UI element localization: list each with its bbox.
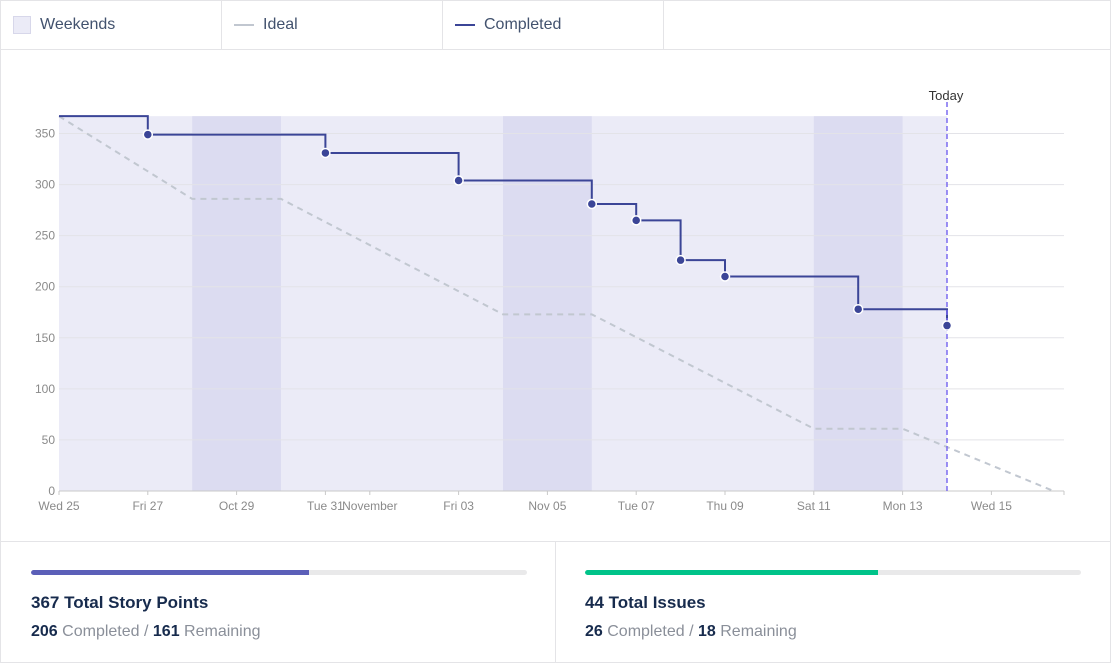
issues-progress-track [585,570,1081,575]
y-tick-label: 250 [35,229,55,243]
x-tick-label: Mon 13 [883,499,923,513]
completed-data-point [719,271,731,282]
y-tick-label: 0 [48,484,55,498]
legend-weekends[interactable]: Weekends [1,1,222,49]
story-points-remaining-label: Remaining [184,623,261,640]
story-points-card: 367 Total Story Points 206 Completed / 1… [1,542,555,663]
story-points-total: 367 Total Story Points [31,593,209,612]
completed-data-point [630,215,642,226]
completed-data-point [320,147,331,159]
x-tick-label: Thu 09 [706,499,744,513]
y-tick-label: 300 [35,178,55,192]
weekend-band [192,116,281,492]
burndown-chart-svg: 0 50 100 150 200 250 300 350 Wed 25 Fri 27 Oct 29 T… [35,88,1065,513]
x-tick-label: Fri 03 [443,499,474,513]
completed-data-point [586,198,598,210]
x-tick-label: Tue 07 [618,499,655,513]
issues-progress-fill [585,570,879,575]
story-points-completed-label: Completed [62,623,140,640]
x-tick-label: Oct 29 [219,499,255,513]
issues-remaining-label: Remaining [720,623,797,640]
y-tick-label: 50 [42,433,56,447]
y-tick-label: 100 [35,382,55,396]
legend-weekends-label: Weekends [40,16,116,33]
story-points-separator: / [143,623,149,640]
y-tick-label: 350 [35,127,55,141]
legend-completed-label: Completed [484,16,562,33]
completed-data-point [453,175,464,186]
x-tick-label: November [342,499,397,513]
x-tick-label: Tue 31 [307,499,344,513]
issues-completed-label: Completed [607,623,685,640]
weekend-band [503,116,592,492]
completed-data-point [142,129,154,140]
issues-total: 44 Total Issues [585,593,706,612]
burndown-chart: 0 50 100 150 200 250 300 350 Wed 25 Fri 27 Oct 29 T… [1,50,1110,540]
story-points-completed-value: 206 [31,623,58,640]
x-tick-label: Nov 05 [528,499,566,513]
issues-completed-value: 26 [585,623,603,640]
issues-breakdown: 26 Completed / 18 Remaining [585,623,1079,641]
x-tick-label: Sat 11 [797,499,831,513]
story-points-progress-fill [31,570,310,575]
legend-completed[interactable]: Completed [443,1,664,49]
today-label: Today [929,88,964,103]
completed-data-point [675,254,686,266]
completed-series-line [59,115,948,326]
completed-data-point [941,320,953,331]
story-points-breakdown: 206 Completed / 161 Remaining [31,623,525,641]
legend-ideal[interactable]: Ideal [222,1,443,49]
issues-card: 44 Total Issues 26 Completed / 18 Remain… [555,542,1109,663]
chart-legend: Weekends Ideal Completed [1,1,1110,50]
ideal-line-icon [234,24,254,26]
ideal-series-line [58,115,1054,492]
x-tick-label: Fri 27 [132,499,163,513]
y-tick-label: 200 [35,280,55,294]
completed-data-point [852,303,864,315]
weekends-swatch-icon [13,16,31,34]
completed-line-icon [455,24,475,26]
y-tick-label: 150 [35,331,55,345]
stats-panel: 367 Total Story Points 206 Completed / 1… [1,541,1110,663]
story-points-progress-track [31,570,527,575]
issues-remaining-value: 18 [697,623,716,640]
x-tick-label: Wed 15 [971,499,1012,513]
story-points-remaining-value: 161 [152,623,180,640]
x-tick-label: Wed 25 [38,499,79,513]
issues-separator: / [689,623,694,640]
legend-ideal-label: Ideal [263,16,298,33]
